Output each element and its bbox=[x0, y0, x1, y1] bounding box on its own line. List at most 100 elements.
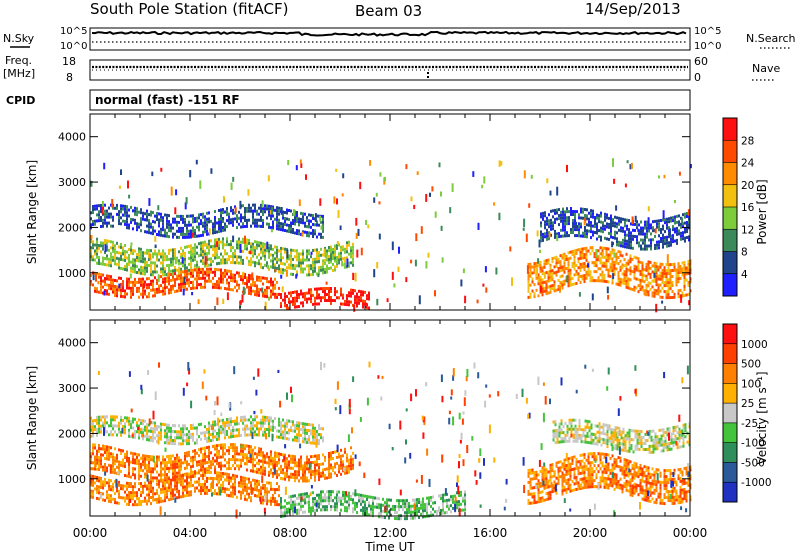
radar-cell bbox=[306, 464, 308, 468]
radar-cell bbox=[619, 280, 622, 284]
radar-cell bbox=[665, 296, 668, 300]
radar-cell bbox=[641, 288, 644, 292]
radar-cell bbox=[362, 293, 364, 297]
radar-cell bbox=[106, 209, 108, 213]
radar-cell bbox=[174, 457, 176, 460]
radar-cell bbox=[282, 433, 284, 437]
radar-cell bbox=[232, 446, 234, 450]
radar-cell bbox=[288, 227, 290, 230]
radar-cell bbox=[346, 241, 348, 245]
radar-cell bbox=[588, 223, 590, 227]
radar-cell bbox=[206, 211, 208, 215]
radar-cell bbox=[296, 470, 298, 474]
radar-cell bbox=[240, 278, 242, 282]
freq-label: Freq. bbox=[5, 54, 32, 67]
radar-cell bbox=[619, 250, 622, 254]
radar-cell bbox=[258, 259, 260, 263]
radar-cell bbox=[164, 286, 166, 290]
radar-cell bbox=[156, 218, 158, 221]
radar-cell bbox=[267, 175, 270, 182]
radar-cell bbox=[316, 272, 318, 276]
radar-cell bbox=[240, 449, 242, 453]
radar-cell bbox=[270, 244, 272, 248]
radar-cell bbox=[138, 436, 140, 440]
radar-cell bbox=[100, 219, 102, 222]
radar-cell bbox=[134, 280, 136, 284]
radar-cell bbox=[258, 447, 260, 451]
radar-cell bbox=[282, 216, 284, 220]
radar-cell bbox=[296, 214, 298, 217]
radar-cell bbox=[270, 289, 272, 293]
radar-cell bbox=[340, 460, 342, 464]
radar-cell bbox=[290, 475, 292, 479]
radar-cell bbox=[128, 494, 130, 497]
radar-cell bbox=[114, 285, 116, 288]
radar-cell bbox=[252, 221, 254, 225]
radar-cell bbox=[316, 251, 318, 255]
radar-cell bbox=[302, 476, 304, 480]
radar-cell bbox=[256, 421, 258, 425]
radar-cell bbox=[254, 203, 256, 207]
radar-cell bbox=[124, 292, 126, 296]
radar-cell bbox=[96, 213, 98, 217]
radar-cell bbox=[584, 232, 586, 235]
radar-cell bbox=[190, 493, 192, 497]
radar-cell bbox=[98, 488, 100, 492]
radar-cell bbox=[134, 485, 136, 489]
radar-cell bbox=[304, 434, 306, 438]
radar-cell bbox=[654, 246, 656, 250]
radar-cell bbox=[624, 233, 626, 237]
radar-cell bbox=[310, 432, 312, 436]
radar-cell bbox=[672, 219, 674, 223]
radar-cell bbox=[577, 272, 580, 276]
radar-cell bbox=[366, 303, 368, 307]
radar-cell bbox=[224, 433, 226, 437]
radar-cell bbox=[118, 257, 120, 261]
radar-cell bbox=[330, 296, 332, 299]
radar-cell bbox=[116, 415, 118, 419]
radar-cell bbox=[192, 217, 194, 221]
radar-cell bbox=[358, 289, 360, 293]
radar-cell bbox=[647, 281, 650, 285]
radar-cell bbox=[316, 439, 318, 442]
radar-cell bbox=[597, 249, 600, 253]
radar-cell bbox=[112, 433, 114, 437]
radar-cell bbox=[144, 428, 146, 432]
radar-cell bbox=[357, 228, 360, 236]
radar-cell bbox=[292, 248, 294, 252]
radar-cell bbox=[104, 424, 106, 428]
radar-cell bbox=[548, 225, 550, 229]
radar-cell bbox=[537, 276, 540, 280]
radar-cell bbox=[274, 460, 276, 464]
radar-cell bbox=[630, 237, 632, 241]
radar-cell bbox=[398, 246, 400, 254]
radar-cell bbox=[629, 269, 632, 273]
radar-cell bbox=[90, 240, 92, 244]
radar-cell bbox=[242, 281, 244, 285]
radar-cell bbox=[657, 286, 660, 290]
radar-cell bbox=[148, 231, 150, 235]
radar-cell bbox=[641, 276, 644, 280]
radar-cell bbox=[660, 228, 662, 231]
radar-cell bbox=[614, 230, 616, 234]
radar-cell bbox=[224, 443, 226, 447]
radar-cell bbox=[184, 285, 186, 288]
radar-cell bbox=[216, 438, 218, 441]
radar-cell bbox=[120, 421, 122, 425]
radar-cell bbox=[140, 220, 142, 224]
radar-cell bbox=[200, 253, 202, 257]
radar-cell bbox=[214, 459, 216, 463]
radar-cell bbox=[434, 211, 437, 218]
radar-cell bbox=[595, 264, 598, 268]
radar-cell bbox=[592, 224, 594, 228]
radar-cell bbox=[168, 229, 170, 233]
radar-cell bbox=[625, 261, 628, 265]
radar-cell bbox=[218, 218, 220, 221]
radar-cell bbox=[638, 223, 640, 227]
radar-cell bbox=[260, 265, 262, 269]
radar-cell bbox=[647, 272, 650, 276]
radar-cell bbox=[244, 462, 246, 466]
radar-cell bbox=[110, 430, 112, 434]
radar-cell bbox=[306, 431, 308, 435]
radar-cell bbox=[216, 297, 219, 306]
